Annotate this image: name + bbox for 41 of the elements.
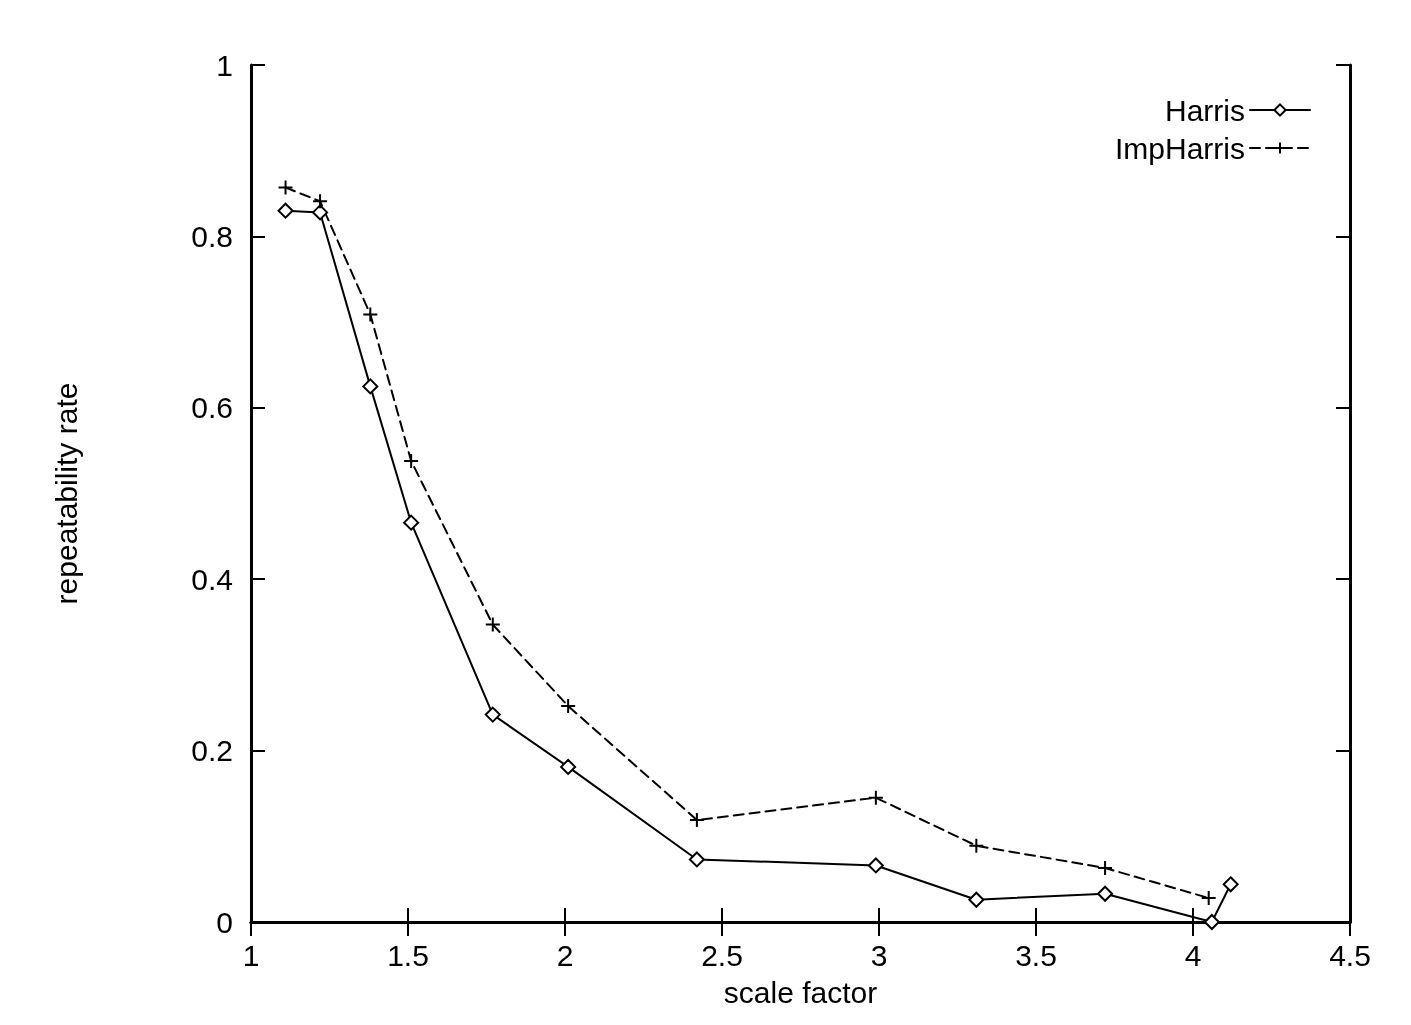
point [362,306,379,323]
y-tick-label: 0.4 [191,562,233,596]
point [688,812,705,829]
point [403,452,420,469]
point [277,179,294,196]
point [867,857,884,874]
point [312,204,329,221]
x-tick-label: 2 [556,938,574,972]
point [1222,876,1239,893]
point [312,193,329,210]
x-tick-label: 1 [242,938,260,972]
x-tick-label: 2.5 [701,938,743,972]
legend-label: ImpHarris [1114,131,1245,165]
point [1097,885,1114,902]
y-tick-label: 0 [216,905,233,939]
x-tick-label: 1.5 [387,938,429,972]
x-tick-label: 3.5 [1015,938,1057,972]
point [560,698,577,715]
point [688,851,705,868]
y-tick-label: 0.6 [191,391,233,425]
point [968,891,985,908]
point [867,789,884,806]
x-tick-label: 4.5 [1329,938,1371,972]
point [277,202,294,219]
x-axis-title: scale factor [723,975,878,1009]
point [560,758,577,775]
y-tick-label: 1 [216,48,233,82]
y-tick-label: 0.2 [191,734,233,768]
point [403,514,420,531]
point [1097,860,1114,877]
point [362,378,379,395]
x-tick-label: 4 [1184,938,1202,972]
point [968,837,985,854]
y-tick-label: 0.8 [191,219,233,253]
point [1203,914,1220,930]
point [484,706,501,723]
x-tick-label: 3 [870,938,888,972]
point [484,616,501,633]
legend-label: Harris [1165,93,1245,127]
point [1200,890,1217,906]
y-axis-title: repeatability rate [49,382,83,605]
